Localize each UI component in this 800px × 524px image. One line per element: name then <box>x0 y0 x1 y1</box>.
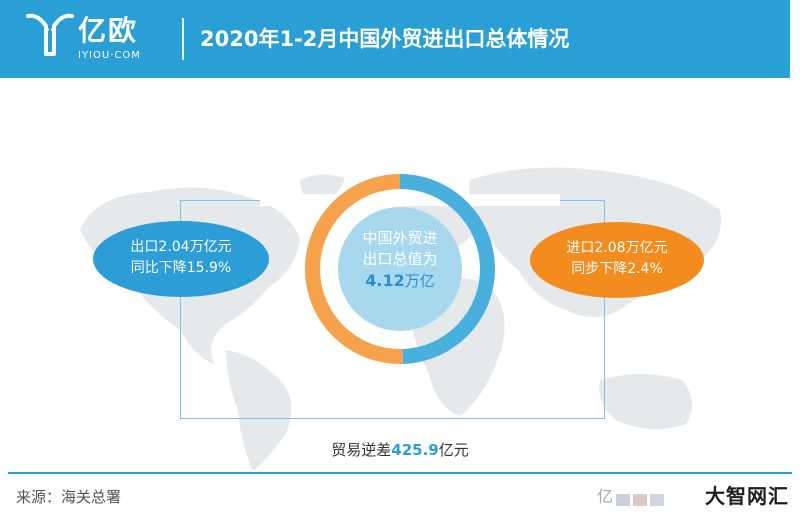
watermark-pixel-blocks <box>616 491 686 506</box>
source-label: 来源：海关总署 <box>16 488 122 506</box>
watermark-left: 亿 <box>597 487 614 506</box>
header-bar: 亿欧 IYIOU·COM 2020年1-2月中国外贸进出口总体情况 <box>0 0 790 78</box>
export-bubble: 出口2.04万亿元 同比下降15.9% <box>93 221 269 297</box>
footer-divider <box>8 472 792 474</box>
watermark-right: 大智网汇 <box>705 484 789 508</box>
trade-deficit-label: 贸易逆差425.9亿元 <box>310 438 490 462</box>
header-divider <box>182 18 184 60</box>
deficit-value: 425.9 <box>391 441 439 459</box>
deficit-prefix: 贸易逆差 <box>331 441 392 459</box>
export-value: 出口2.04万亿元 <box>130 239 232 255</box>
donut-slice-import <box>305 174 403 364</box>
deficit-suffix: 亿元 <box>438 441 469 459</box>
trade-donut-chart <box>305 174 496 364</box>
total-unit: 万亿 <box>404 272 435 290</box>
logo-mark-icon <box>26 13 74 56</box>
total-value: 4.12 <box>365 271 405 290</box>
total-value-label: 中国外贸进 出口总值为 4.12万亿 <box>338 228 462 292</box>
import-value: 进口2.08万亿元 <box>566 240 668 256</box>
import-bubble: 进口2.08万亿元 同步下降2.4% <box>530 222 704 298</box>
center-text-line2: 出口总值为 <box>362 250 438 268</box>
donut-center-circle <box>338 207 462 331</box>
page-title: 2020年1-2月中国外贸进出口总体情况 <box>200 27 570 51</box>
export-change: 同比下降15.9% <box>130 260 232 276</box>
logo-text-en: IYIOU·COM <box>78 50 141 61</box>
iyiou-logo[interactable]: 亿欧 IYIOU·COM <box>26 10 161 68</box>
donut-slice-export <box>400 174 496 364</box>
center-text-line1: 中国外贸进 <box>362 229 438 247</box>
import-change: 同步下降2.4% <box>571 261 663 277</box>
logo-text-cn: 亿欧 <box>78 14 139 47</box>
